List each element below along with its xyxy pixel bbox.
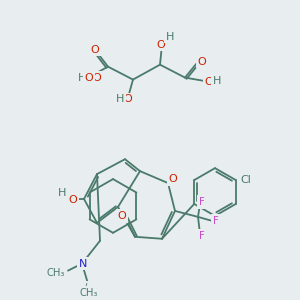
Text: O: O	[124, 94, 132, 104]
Text: Cl: Cl	[240, 175, 251, 185]
Text: H: H	[166, 32, 174, 42]
Text: O: O	[205, 76, 213, 87]
Text: N: N	[79, 259, 87, 269]
Text: /: /	[60, 267, 64, 277]
Text: /: /	[84, 283, 88, 292]
Text: O: O	[85, 73, 93, 82]
Text: H: H	[58, 188, 66, 198]
Text: O: O	[69, 195, 77, 205]
Text: F: F	[199, 197, 205, 207]
Text: O: O	[169, 174, 177, 184]
Text: F: F	[213, 216, 219, 226]
Text: O: O	[198, 57, 206, 67]
Text: O: O	[118, 211, 126, 221]
Text: O: O	[91, 45, 99, 55]
Text: CH₃: CH₃	[80, 287, 98, 298]
Text: H: H	[213, 76, 221, 85]
Text: H: H	[116, 94, 124, 104]
Text: H: H	[78, 73, 86, 82]
Text: O: O	[157, 40, 165, 50]
Text: H: H	[78, 73, 86, 82]
Text: O: O	[92, 73, 101, 82]
Text: F: F	[199, 231, 205, 241]
Text: CH₃: CH₃	[46, 268, 65, 278]
